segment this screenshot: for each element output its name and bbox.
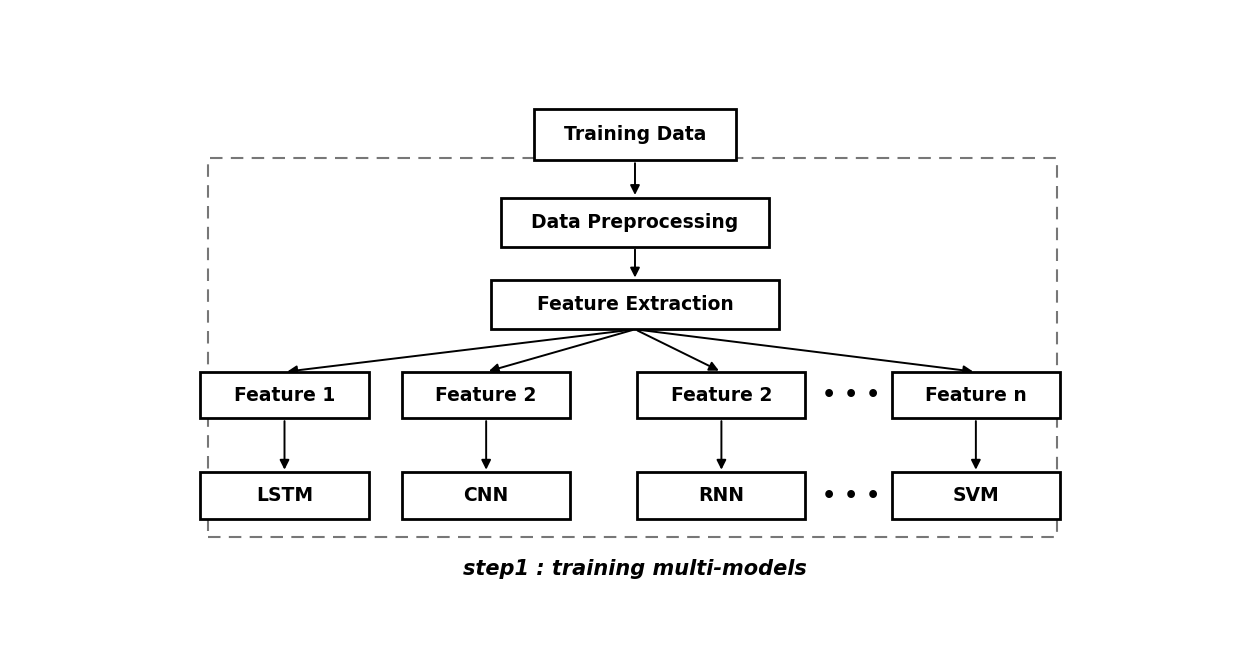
- Text: Feature 2: Feature 2: [670, 386, 772, 405]
- Text: Feature n: Feature n: [926, 386, 1027, 405]
- Bar: [501, 198, 769, 247]
- Bar: [403, 372, 570, 418]
- Text: • • •: • • •: [821, 385, 880, 405]
- Bar: [892, 372, 1059, 418]
- Bar: [637, 472, 805, 519]
- Bar: [491, 280, 779, 330]
- Bar: [201, 472, 368, 519]
- Bar: [637, 372, 805, 418]
- Bar: [892, 472, 1059, 519]
- Text: LSTM: LSTM: [256, 486, 313, 505]
- Text: Data Preprocessing: Data Preprocessing: [532, 213, 738, 232]
- Bar: [208, 157, 1058, 537]
- Text: Feature 1: Feature 1: [234, 386, 335, 405]
- Text: step1 : training multi-models: step1 : training multi-models: [463, 559, 807, 580]
- Bar: [201, 372, 368, 418]
- Text: Feature Extraction: Feature Extraction: [536, 295, 733, 314]
- Text: Feature 2: Feature 2: [435, 386, 536, 405]
- Text: RNN: RNN: [699, 486, 745, 505]
- Text: Training Data: Training Data: [564, 125, 706, 144]
- Bar: [403, 472, 570, 519]
- Bar: [534, 109, 736, 160]
- Text: • • •: • • •: [821, 486, 880, 506]
- Text: SVM: SVM: [953, 486, 999, 505]
- Text: CNN: CNN: [463, 486, 509, 505]
